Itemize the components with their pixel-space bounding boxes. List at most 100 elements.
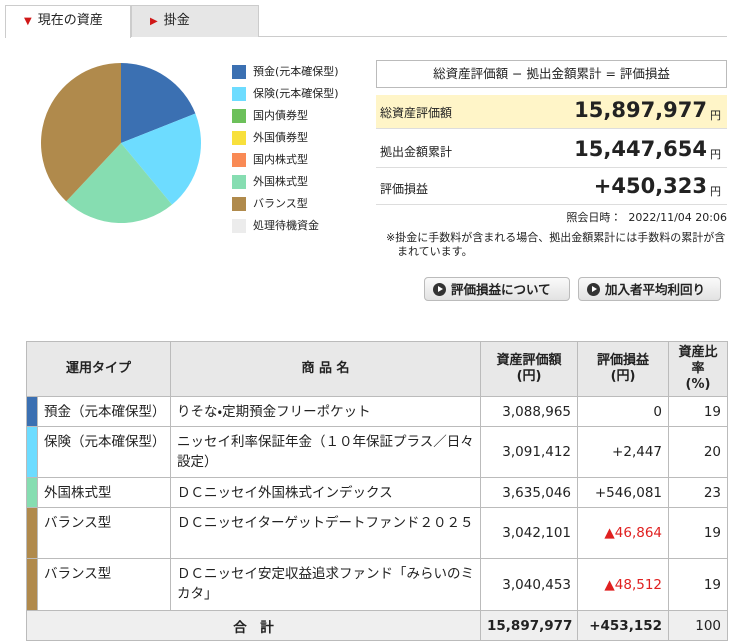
table-row: バランス型 ＤＣニッセイ安定収益追求ファンド「みらいのミカタ」 3,040,453 ▲…: [26, 558, 729, 611]
header-cell: 資産評価額 (円): [480, 341, 579, 397]
button-label[interactable]: 加入者平均利回り: [605, 282, 706, 297]
summary-value: +450,323: [593, 174, 707, 198]
total-cell: +453,152: [577, 610, 670, 641]
header-cell: 商 品 名: [170, 341, 482, 397]
table-cell: 3,088,965: [480, 396, 579, 427]
legend-swatch: [232, 175, 246, 189]
legend-label: バランス型: [253, 197, 308, 210]
table-cell: 0: [577, 396, 670, 427]
tab-line: [5, 36, 727, 37]
header-cell: 資産比率 (%): [668, 341, 729, 397]
table-cell: 保険（元本確保型）: [36, 426, 172, 478]
table-cell: ＤＣニッセイ安定収益追求ファンド「みらいのミカタ」: [170, 558, 482, 611]
legend-swatch: [232, 65, 246, 79]
date-label: 照会日時：: [566, 211, 622, 224]
table-cell: 19: [668, 507, 729, 559]
table-row: 外国株式型 ＤＣニッセイ外国株式インデックス 3,635,046 +546,081 23: [26, 477, 729, 508]
summary-header: 総資産評価額 − 拠出金額累計 = 評価損益: [376, 60, 727, 88]
pie-chart: [40, 62, 202, 224]
legend-label: 外国株式型: [253, 175, 308, 188]
table-cell: 19: [668, 396, 729, 427]
table-cell: +546,081: [577, 477, 670, 508]
table-cell: バランス型: [36, 558, 172, 611]
table-cell: 20: [668, 426, 729, 478]
table-cell: ▲48,512: [577, 558, 670, 611]
summary-unit: 円: [710, 185, 721, 198]
summary-label: 評価損益: [380, 182, 429, 196]
type-color: [26, 477, 38, 508]
table-cell: 3,635,046: [480, 477, 579, 508]
legend-label: 処理待機資金: [253, 219, 319, 232]
legend-swatch: [232, 87, 246, 101]
summary-label: 拠出金額累計: [380, 145, 453, 159]
summary-row: 評価損益 +450,323 円: [376, 171, 727, 205]
date-line: 照会日時： 2022/11/04 20:06: [566, 209, 727, 225]
legend-label: 国内株式型: [253, 153, 308, 166]
summary-row: 総資産評価額 15,897,977 円: [376, 95, 727, 129]
table-cell: 3,091,412: [480, 426, 579, 478]
tab-label[interactable]: 現在の資産: [37, 13, 103, 28]
legend-swatch: [232, 109, 246, 123]
header-row: 運用タイプ商 品 名資産評価額 (円) 評価損益 (円) 資産比率 (%): [25, 341, 729, 397]
date: 2022/11/04 20:06: [628, 211, 727, 224]
button-label[interactable]: 評価損益について: [451, 282, 551, 297]
legend-label: 外国債券型: [253, 131, 308, 144]
legend-swatch: [232, 153, 246, 167]
type-color: [26, 396, 38, 427]
legend-label: 預金(元本確保型): [253, 65, 339, 78]
legend-swatch: [232, 131, 246, 145]
pie-slice: [40, 62, 121, 202]
summary-value: 15,447,654: [574, 137, 707, 161]
legend-label: 保険(元本確保型): [253, 87, 339, 100]
button[interactable]: 加入者平均利回り: [578, 277, 721, 301]
tab-label[interactable]: 掛金: [163, 13, 190, 28]
legend-label: 国内債券型: [253, 109, 308, 122]
header-text: 運用タイプ: [66, 361, 132, 376]
type-color: [26, 507, 38, 559]
summary-row: 拠出金額累計 15,447,654 円: [376, 134, 727, 168]
table-cell: 23: [668, 477, 729, 508]
type-color: [26, 558, 38, 611]
note: ※掛金に手数料が含まれる場合、拠出金額累計には手数料の累計が含まれています。: [386, 231, 726, 258]
header-cell: 運用タイプ: [25, 341, 172, 397]
summary-unit: 円: [710, 148, 721, 161]
header-text: 評価損益: [597, 353, 650, 368]
summary-unit: 円: [710, 109, 721, 122]
header-text: 資産評価額: [496, 353, 562, 368]
summary-label: 総資産評価額: [380, 106, 453, 120]
pie-slice: [121, 113, 202, 205]
holdings-table: 運用タイプ商 品 名資産評価額 (円) 評価損益 (円) 資産比率 (%) 預金（元本確保型…: [25, 341, 729, 641]
legend-swatch: [232, 197, 246, 211]
total-cell: 100: [668, 610, 729, 641]
pie-slice: [121, 63, 196, 143]
pie-slice: [66, 143, 172, 224]
summary-value: 15,897,977: [574, 98, 707, 122]
table-cell: りそな・定期預金フリーポケット: [170, 396, 482, 427]
table-row: 保険（元本確保型） ニッセイ利率保証年金（１０年保証プラス／日々設定） 3,091,…: [26, 426, 729, 478]
total-row: 合 計 15,897,977 +453,152 100: [25, 610, 729, 641]
header-text: (円): [610, 369, 636, 384]
tab-arrow: ▶: [150, 16, 158, 27]
header-text: (%): [685, 377, 711, 392]
header-text: 資産比率: [678, 345, 718, 376]
button[interactable]: 評価損益について: [424, 277, 570, 301]
table-cell: 預金（元本確保型）: [36, 396, 172, 427]
table-cell: ▲46,864: [577, 507, 670, 559]
header-cell: 評価損益 (円): [577, 341, 670, 397]
total-cell: 15,897,977: [480, 610, 579, 641]
table-cell: ＤＣニッセイ外国株式インデックス: [170, 477, 482, 508]
table-cell: 3,040,453: [480, 558, 579, 611]
table-cell: 19: [668, 558, 729, 611]
legend-swatch: [232, 219, 246, 233]
table-cell: バランス型: [36, 507, 172, 559]
table-cell: 3,042,101: [480, 507, 579, 559]
header-text: (円): [516, 369, 542, 384]
tab[interactable]: ▶ 掛金: [131, 5, 259, 37]
tab[interactable]: ▼ 現在の資産: [5, 5, 131, 38]
table-cell: +2,447: [577, 426, 670, 478]
tab-arrow: ▼: [24, 16, 32, 27]
table-cell: 外国株式型: [36, 477, 172, 508]
